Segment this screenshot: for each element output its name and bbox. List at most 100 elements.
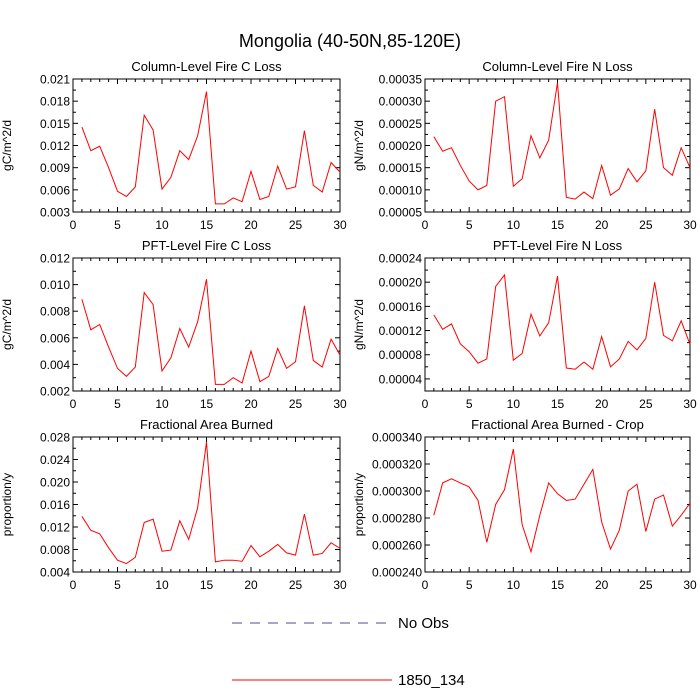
x-tick-label: 25 (639, 578, 653, 592)
y-tick-label: 0.00004 (379, 372, 423, 386)
y-tick-label: 0.028 (40, 431, 70, 445)
x-tick-label: 10 (507, 218, 521, 232)
series-line-pft-n-loss (433, 273, 691, 371)
y-tick-label: 0.00030 (379, 95, 423, 109)
x-tick-label: 0 (70, 218, 77, 232)
figure-title: Mongolia (40-50N,85-120E) (239, 31, 461, 51)
panel-title-pft-n-loss: PFT-Level Fire N Loss (493, 238, 623, 253)
y-tick-label: 0.00020 (379, 276, 423, 290)
panel-title-column-n-loss: Column-Level Fire N Loss (482, 59, 633, 74)
x-tick-label: 5 (466, 218, 473, 232)
x-tick-label: 25 (639, 397, 653, 411)
panel-title-area-burned-crop: Fractional Area Burned - Crop (471, 417, 644, 432)
y-tick-label: 0.012 (40, 139, 70, 153)
x-tick-label: 0 (70, 578, 77, 592)
x-tick-label: 5 (114, 578, 121, 592)
x-tick-label: 30 (683, 218, 697, 232)
panel-column-c-loss: Column-Level Fire C Loss 0 5 10 15 20 25 30 0.00… (0, 59, 347, 232)
x-tick-label: 10 (507, 397, 521, 411)
y-tick-label: 0.012 (40, 252, 70, 266)
y-tick-label: 0.020 (40, 476, 70, 490)
x-tick-label: 15 (200, 218, 214, 232)
x-tick-label: 10 (155, 578, 169, 592)
x-tick-label: 30 (683, 578, 697, 592)
x-tick-label: 5 (466, 397, 473, 411)
y-tick-label: 0.004 (40, 566, 70, 580)
y-tick-label: 0.012 (40, 521, 70, 535)
plot-frame-column-c-loss (72, 78, 341, 213)
y-tick-label: 0.003 (40, 206, 70, 220)
x-tick-label: 30 (333, 397, 347, 411)
y-tick-label: 0.00015 (379, 161, 423, 175)
series-line-column-c-loss (81, 91, 341, 205)
x-tick-label: 25 (289, 218, 303, 232)
x-tick-label: 25 (289, 397, 303, 411)
x-tick-label: 20 (244, 218, 258, 232)
x-tick-label: 5 (114, 397, 121, 411)
y-tick-label: 0.021 (40, 73, 70, 87)
y-tick-label: 0.00025 (379, 117, 423, 131)
panels: Column-Level Fire C Loss 0 5 10 15 20 25 30 0.00… (0, 59, 697, 592)
x-tick-label: 20 (595, 218, 609, 232)
y-tick-label: 0.00035 (379, 73, 423, 87)
y-tick-label: 0.000340 (372, 431, 422, 445)
y-tick-label: 0.004 (40, 358, 70, 372)
x-tick-label: 15 (200, 578, 214, 592)
y-axis-label-area-burned: proportion/y (0, 473, 14, 536)
y-tick-label: 0.00005 (379, 206, 423, 220)
y-tick-label: 0.016 (40, 498, 70, 512)
y-tick-label: 0.00012 (379, 324, 423, 338)
y-tick-label: 0.018 (40, 95, 70, 109)
y-tick-label: 0.000260 (372, 539, 422, 553)
x-tick-label: 5 (466, 578, 473, 592)
y-tick-label: 0.000280 (372, 512, 422, 526)
panel-title-area-burned: Fractional Area Burned (140, 417, 273, 432)
y-axis-label-pft-c-loss: gC/m^2/d (0, 299, 14, 350)
panel-title-column-c-loss: Column-Level Fire C Loss (131, 59, 282, 74)
x-tick-label: 0 (70, 397, 77, 411)
y-tick-label: 0.024 (40, 453, 70, 467)
x-tick-label: 20 (595, 397, 609, 411)
y-tick-label: 0.000300 (372, 485, 422, 499)
y-tick-label: 0.006 (40, 183, 70, 197)
x-tick-label: 15 (551, 218, 565, 232)
y-axis-label-area-burned-crop: proportion/y (352, 473, 366, 536)
x-tick-label: 30 (333, 218, 347, 232)
x-tick-label: 10 (507, 578, 521, 592)
panel-pft-n-loss: PFT-Level Fire N Loss 0 5 10 15 20 25 30 0.00004… (352, 238, 697, 411)
x-tick-label: 30 (683, 397, 697, 411)
y-axis-label-pft-n-loss: gN/m^2/d (352, 299, 366, 350)
y-tick-label: 0.00016 (379, 300, 423, 314)
x-tick-label: 20 (595, 578, 609, 592)
legend-label-no-obs: No Obs (398, 615, 449, 632)
panel-title-pft-c-loss: PFT-Level Fire C Loss (142, 238, 272, 253)
x-tick-label: 10 (155, 218, 169, 232)
legend-label-1850-134: 1850_134 (398, 672, 465, 689)
y-tick-label: 0.000320 (372, 458, 422, 472)
x-tick-label: 15 (551, 397, 565, 411)
plot-frame-pft-c-loss (72, 257, 341, 392)
x-tick-label: 15 (200, 397, 214, 411)
y-tick-label: 0.010 (40, 278, 70, 292)
series-line-pft-c-loss (81, 279, 341, 385)
x-tick-label: 30 (333, 578, 347, 592)
x-tick-label: 0 (422, 397, 429, 411)
plot-frame-area-burned-crop (424, 436, 691, 573)
y-tick-label: 0.015 (40, 117, 70, 131)
y-tick-label: 0.006 (40, 331, 70, 345)
plot-frame-column-n-loss (424, 78, 691, 213)
y-tick-label: 0.008 (40, 543, 70, 557)
panel-area-burned: Fractional Area Burned 0 5 10 15 20 25 30 0.004 0… (0, 417, 347, 592)
panel-column-n-loss: Column-Level Fire N Loss 0 5 10 15 20 25 30 0.00… (352, 59, 697, 232)
x-tick-label: 0 (422, 218, 429, 232)
y-tick-label: 0.002 (40, 385, 70, 399)
x-tick-label: 20 (244, 397, 258, 411)
y-tick-label: 0.00008 (379, 348, 423, 362)
x-tick-label: 25 (289, 578, 303, 592)
x-tick-label: 25 (639, 218, 653, 232)
x-tick-label: 20 (244, 578, 258, 592)
series-line-column-n-loss (433, 82, 691, 200)
plot-frame-area-burned (72, 436, 341, 573)
y-tick-label: 0.00010 (379, 183, 423, 197)
